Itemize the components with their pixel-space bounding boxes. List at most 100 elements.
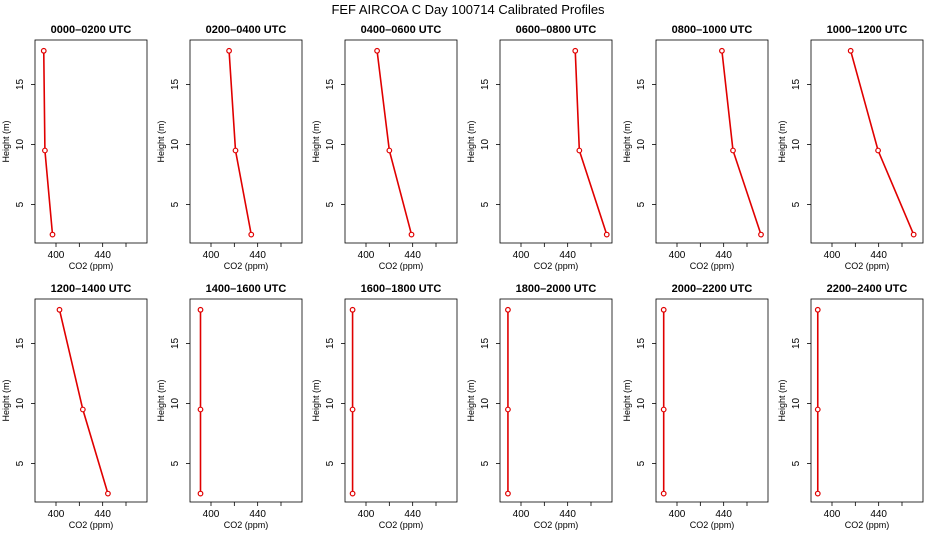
y-tick-label: 10: [636, 398, 647, 410]
x-axis-label: CO2 (ppm): [379, 261, 424, 271]
panel-title: 1600–1800 UTC: [361, 283, 442, 295]
plot-frame: [344, 39, 458, 244]
x-axis-label: CO2 (ppm): [690, 261, 735, 271]
x-tick-label: 400: [358, 250, 375, 261]
panel-title: 0800–1000 UTC: [672, 24, 753, 36]
y-tick-label: 15: [15, 337, 26, 349]
y-tick-label: 10: [170, 398, 181, 410]
y-tick-label: 10: [791, 398, 802, 410]
y-tick-label: 15: [791, 337, 802, 349]
x-tick-label: 400: [824, 509, 841, 520]
y-tick-label: 10: [480, 139, 491, 151]
y-tick-label: 5: [636, 201, 647, 207]
y-tick-label: 15: [170, 78, 181, 90]
y-tick-label: 5: [325, 201, 336, 207]
profile-point: [197, 490, 204, 497]
plot-frame: [655, 39, 769, 244]
x-axis-label: CO2 (ppm): [690, 520, 735, 530]
profile-point: [505, 306, 511, 313]
y-axis-label: Height (m): [156, 120, 166, 162]
profile-point: [847, 47, 854, 54]
plot-frame: [810, 39, 924, 244]
x-tick-label: 440: [94, 509, 111, 520]
y-tick-label: 5: [15, 201, 26, 207]
x-tick-label: 440: [715, 509, 732, 520]
y-axis-label: Height (m): [311, 379, 321, 421]
profile-point: [386, 147, 393, 154]
x-axis-label: CO2 (ppm): [845, 261, 890, 271]
profile-point: [40, 47, 47, 54]
profile-point: [572, 47, 579, 54]
profile-point: [505, 490, 511, 497]
y-tick-label: 5: [170, 201, 181, 207]
y-tick-label: 10: [325, 398, 336, 410]
panel-title: 2000–2200 UTC: [672, 283, 753, 295]
profile-point: [349, 406, 356, 413]
y-tick-label: 5: [791, 460, 802, 466]
profile-point: [374, 47, 380, 54]
y-tick-label: 10: [15, 139, 26, 151]
plot-frame: [810, 298, 924, 503]
panel-title: 0200–0400 UTC: [206, 24, 287, 36]
profile-point: [719, 47, 725, 54]
y-tick-label: 5: [636, 460, 647, 466]
plot-frame: [344, 298, 458, 503]
panel-title: 1400–1600 UTC: [206, 283, 287, 295]
profile-point: [105, 490, 111, 497]
y-axis-label: Height (m): [1, 379, 11, 421]
panel-title: 0600–0800 UTC: [516, 24, 597, 36]
y-tick-label: 15: [636, 78, 647, 90]
profile-point: [730, 147, 736, 154]
profile-point: [56, 306, 63, 313]
profile-point: [660, 406, 667, 413]
x-tick-label: 440: [249, 250, 266, 261]
y-axis-label: Height (m): [311, 120, 321, 162]
x-tick-label: 400: [203, 250, 220, 261]
y-axis-label: Height (m): [622, 120, 632, 162]
y-axis-label: Height (m): [156, 379, 166, 421]
x-tick-label: 440: [94, 250, 111, 261]
profile-point: [197, 406, 204, 413]
x-tick-label: 400: [824, 250, 841, 261]
profile-point: [660, 490, 667, 497]
x-axis-label: CO2 (ppm): [69, 261, 114, 271]
x-axis-label: CO2 (ppm): [69, 520, 114, 530]
x-tick-label: 440: [404, 250, 421, 261]
profile-line: [58, 309, 109, 494]
plot-frame: [499, 298, 613, 503]
x-axis-label: CO2 (ppm): [224, 261, 269, 271]
y-tick-label: 10: [325, 139, 336, 151]
x-tick-label: 440: [404, 509, 421, 520]
profile-point: [576, 147, 583, 154]
profile-point: [197, 306, 204, 313]
x-axis-label: CO2 (ppm): [534, 520, 579, 530]
y-tick-label: 5: [480, 460, 491, 466]
y-axis-label: Height (m): [777, 120, 787, 162]
profile-point: [49, 231, 56, 238]
panel-title: 1800–2000 UTC: [516, 283, 597, 295]
y-tick-label: 15: [480, 78, 491, 90]
profile-point: [505, 406, 511, 413]
x-tick-label: 440: [559, 250, 576, 261]
plot-frame: [499, 39, 613, 244]
y-tick-label: 15: [791, 78, 802, 90]
plot-frame: [34, 39, 148, 244]
panel-title: 1000–1200 UTC: [827, 24, 908, 36]
y-tick-label: 5: [480, 201, 491, 207]
profile-point: [79, 406, 86, 413]
panel-title: 2200–2400 UTC: [827, 283, 908, 295]
y-tick-label: 5: [170, 460, 181, 466]
x-tick-label: 400: [48, 509, 65, 520]
y-tick-label: 5: [791, 201, 802, 207]
profile-point: [408, 231, 415, 238]
y-tick-label: 15: [15, 78, 26, 90]
profile-point: [814, 306, 821, 313]
y-tick-label: 10: [15, 398, 26, 410]
